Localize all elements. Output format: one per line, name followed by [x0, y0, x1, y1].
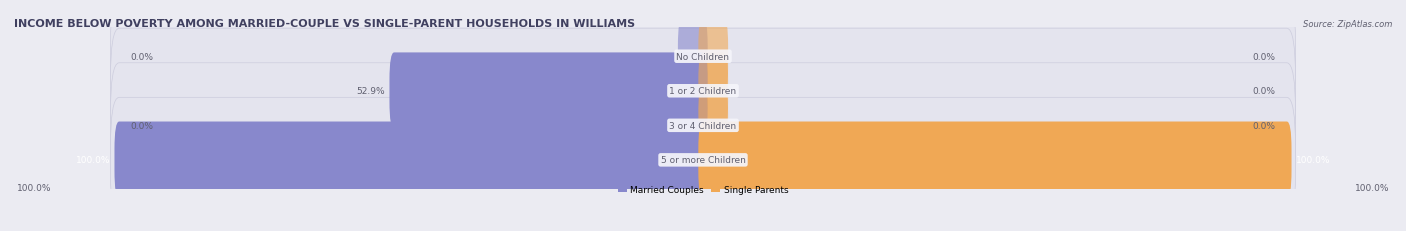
FancyBboxPatch shape	[389, 53, 707, 130]
Text: 0.0%: 0.0%	[1253, 121, 1275, 130]
Text: No Children: No Children	[676, 52, 730, 61]
FancyBboxPatch shape	[699, 88, 728, 164]
Text: 0.0%: 0.0%	[1253, 52, 1275, 61]
FancyBboxPatch shape	[111, 29, 1295, 154]
FancyBboxPatch shape	[114, 122, 707, 198]
Text: INCOME BELOW POVERTY AMONG MARRIED-COUPLE VS SINGLE-PARENT HOUSEHOLDS IN WILLIAM: INCOME BELOW POVERTY AMONG MARRIED-COUPL…	[14, 19, 636, 29]
FancyBboxPatch shape	[678, 19, 707, 95]
FancyBboxPatch shape	[699, 19, 728, 95]
FancyBboxPatch shape	[699, 122, 1292, 198]
FancyBboxPatch shape	[699, 53, 728, 130]
Text: 100.0%: 100.0%	[1354, 183, 1389, 192]
Text: Source: ZipAtlas.com: Source: ZipAtlas.com	[1302, 20, 1392, 29]
FancyBboxPatch shape	[111, 64, 1295, 188]
Text: 0.0%: 0.0%	[131, 52, 153, 61]
Text: 100.0%: 100.0%	[1295, 156, 1330, 165]
Text: 1 or 2 Children: 1 or 2 Children	[669, 87, 737, 96]
Text: 3 or 4 Children: 3 or 4 Children	[669, 121, 737, 130]
Text: 5 or more Children: 5 or more Children	[661, 156, 745, 165]
Text: 0.0%: 0.0%	[131, 121, 153, 130]
FancyBboxPatch shape	[678, 88, 707, 164]
FancyBboxPatch shape	[111, 98, 1295, 222]
Text: 100.0%: 100.0%	[17, 183, 52, 192]
Text: 0.0%: 0.0%	[1253, 87, 1275, 96]
Legend: Married Couples, Single Parents: Married Couples, Single Parents	[614, 182, 792, 198]
FancyBboxPatch shape	[111, 0, 1295, 119]
Text: 100.0%: 100.0%	[76, 156, 111, 165]
Text: 52.9%: 52.9%	[357, 87, 385, 96]
